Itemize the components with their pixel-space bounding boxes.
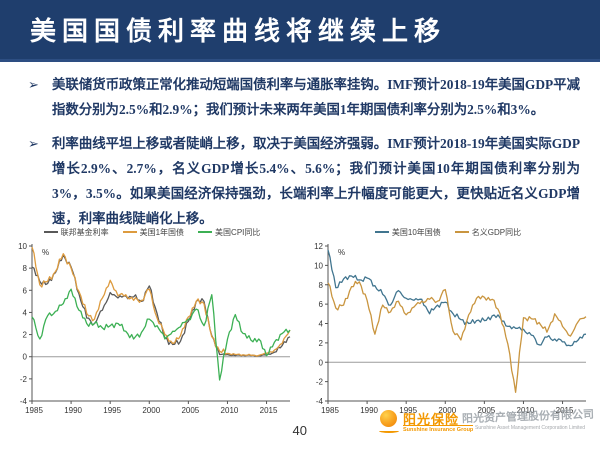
legend-swatch (198, 231, 213, 233)
chart-rates-short-end: 联邦基金利率 美国1年国债 美国CPI同比 -4 -2 0 2 4 6 8 10 1985 1990 19… (6, 222, 298, 418)
bullet-text: 美联储货币政策正常化推动短端国债利率与通胀率挂钩。IMF预计2018-19年美国… (52, 72, 580, 122)
page-title: 美国国债利率曲线将继续上移 (30, 16, 447, 46)
svg-text:2000: 2000 (438, 406, 456, 415)
bullet-text: 利率曲线平坦上移或者陡峭上移，取决于美国经济强弱。IMF预计2018-19年美国… (52, 131, 580, 231)
svg-text:6: 6 (319, 300, 324, 309)
svg-text:2005: 2005 (477, 406, 495, 415)
svg-text:1995: 1995 (399, 406, 417, 415)
arrow-bullet-icon: ➢ (28, 136, 39, 151)
svg-text:%: % (338, 248, 345, 257)
bullet-rest: IMF预计2018-19年美国GDP平减指数分别为2.5%和2.9%；我们预计未… (52, 77, 580, 117)
chart-rates-long-end: 美国10年国债 名义GDP同比 -4 -2 0 2 4 6 8 10 12 1985 1990 1995 2… (302, 222, 594, 418)
svg-text:4: 4 (319, 320, 324, 329)
legend-label: 联邦基金利率 (60, 227, 109, 237)
legend-item: 美国10年国债 (374, 227, 441, 238)
svg-text:2: 2 (319, 339, 324, 348)
chart-plot: -4 -2 0 2 4 6 8 10 1985 1990 1995 2000 2005 2010 2015% (18, 242, 291, 415)
svg-text:10: 10 (18, 242, 27, 251)
logo-watermark-cn: 阳光资产管理股份有限公司 (461, 408, 595, 426)
legend-swatch (374, 231, 389, 233)
svg-text:1985: 1985 (321, 406, 339, 415)
svg-text:%: % (42, 248, 49, 257)
legend-label: 美国CPI同比 (215, 227, 261, 237)
legend-label: 名义GDP同比 (471, 227, 522, 237)
bullet-rest: IMF预计2018-19年美国实际GDP增长2.9%、2.7%，名义GDP增长5… (52, 136, 580, 226)
svg-text:2000: 2000 (142, 406, 160, 415)
svg-text:0: 0 (23, 353, 28, 362)
svg-text:2: 2 (23, 331, 28, 340)
svg-text:2010: 2010 (221, 406, 239, 415)
legend-item: 联邦基金利率 (43, 227, 109, 238)
chart-legend: 联邦基金利率 美国1年国债 美国CPI同比 (43, 224, 260, 240)
sun-swoosh-icon (379, 429, 399, 433)
legend-item: 美国1年国债 (122, 227, 185, 238)
bullet-lead: 利率曲线平坦上移或者陡峭上移，取决于美国经济强弱。 (52, 136, 388, 151)
svg-text:6: 6 (23, 286, 28, 295)
svg-text:1985: 1985 (25, 406, 43, 415)
svg-text:8: 8 (23, 264, 28, 273)
svg-text:8: 8 (319, 281, 324, 290)
svg-text:12: 12 (314, 242, 323, 251)
legend-swatch (454, 231, 469, 233)
svg-text:1995: 1995 (103, 406, 121, 415)
legend-item: 美国CPI同比 (198, 227, 260, 238)
charts-row: 联邦基金利率 美国1年国债 美国CPI同比 -4 -2 0 2 4 6 8 10 1985 1990 19… (0, 222, 600, 418)
bullet-list: ➢ 美联储货币政策正常化推动短端国债利率与通胀率挂钩。IMF预计2018-19年… (28, 72, 580, 240)
page-number: 40 (292, 423, 307, 438)
svg-text:2005: 2005 (181, 406, 199, 415)
company-logo: 阳光保险 Sunshine Insurance Group 阳光资产管理股份有限… (379, 408, 595, 444)
logo-cn-name: 阳光保险 (403, 412, 460, 427)
logo-en-name: Sunshine Insurance Group (403, 425, 474, 433)
chart-legend: 美国10年国债 名义GDP同比 (374, 224, 522, 240)
arrow-bullet-icon: ➢ (28, 77, 39, 92)
legend-item: 名义GDP同比 (454, 227, 522, 238)
svg-text:2010: 2010 (517, 406, 535, 415)
title-bar: 美国国债利率曲线将继续上移 (0, 0, 600, 62)
legend-swatch (122, 231, 137, 233)
svg-text:2015: 2015 (556, 406, 574, 415)
svg-text:1990: 1990 (64, 406, 82, 415)
svg-text:10: 10 (314, 261, 323, 270)
legend-label: 美国10年国债 (391, 227, 441, 237)
legend-label: 美国1年国债 (139, 227, 185, 237)
chart-plot: -4 -2 0 2 4 6 8 10 12 1985 1990 1995 2000 2005 2010 201… (314, 242, 587, 415)
legend-swatch (43, 231, 58, 233)
svg-text:2015: 2015 (260, 406, 278, 415)
logo-en-subtitle: Sunshine Asset Management Corporation Li… (475, 425, 586, 431)
svg-text:-4: -4 (20, 397, 28, 406)
svg-text:1990: 1990 (360, 406, 378, 415)
bullet-item: ➢ 美联储货币政策正常化推动短端国债利率与通胀率挂钩。IMF预计2018-19年… (28, 72, 580, 122)
bullet-lead: 美联储货币政策正常化推动短端国债利率与通胀率挂钩。 (52, 77, 388, 92)
svg-text:0: 0 (319, 358, 324, 367)
svg-text:-2: -2 (316, 378, 324, 387)
bullet-item: ➢ 利率曲线平坦上移或者陡峭上移，取决于美国经济强弱。IMF预计2018-19年… (28, 131, 580, 231)
svg-text:-4: -4 (316, 397, 324, 406)
sun-icon (380, 410, 397, 427)
svg-text:-2: -2 (20, 375, 28, 384)
svg-text:4: 4 (23, 308, 28, 317)
